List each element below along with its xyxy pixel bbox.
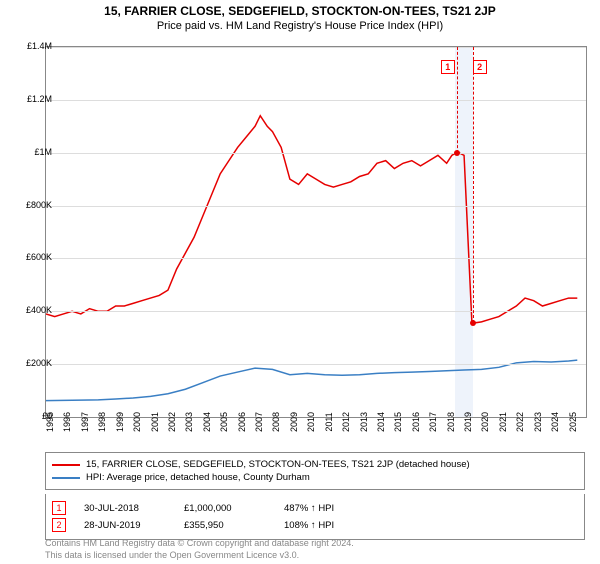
xtick-label: 2003 — [184, 412, 194, 432]
xtick-label: 2022 — [515, 412, 525, 432]
legend-line-swatch — [52, 464, 80, 466]
xtick-label: 2001 — [150, 412, 160, 432]
gridline-h — [46, 258, 586, 259]
xtick-label: 2019 — [463, 412, 473, 432]
xtick-label: 2010 — [306, 412, 316, 432]
ytick-label: £1.4M — [27, 41, 52, 51]
ytick-label: £1.2M — [27, 94, 52, 104]
legend-sale-pct: 487% ↑ HPI — [284, 503, 384, 514]
legend-series-label: HPI: Average price, detached house, Coun… — [86, 472, 310, 483]
xtick-label: 2007 — [254, 412, 264, 432]
xtick-label: 2000 — [132, 412, 142, 432]
ytick-label: £400K — [26, 305, 52, 315]
xtick-label: 2017 — [428, 412, 438, 432]
xtick-label: 2008 — [271, 412, 281, 432]
gridline-h — [46, 206, 586, 207]
series-hpi — [46, 360, 577, 400]
xtick-label: 2006 — [237, 412, 247, 432]
xtick-label: 2011 — [324, 412, 334, 431]
xtick-label: 2012 — [341, 412, 351, 432]
chart-subtitle: Price paid vs. HM Land Registry's House … — [0, 20, 600, 32]
xtick-label: 2021 — [498, 412, 508, 432]
ytick-label: £800K — [26, 200, 52, 210]
xtick-label: 2025 — [568, 412, 578, 432]
xtick-label: 2020 — [480, 412, 490, 432]
xtick-label: 2024 — [550, 412, 560, 432]
xtick-label: 1996 — [62, 412, 72, 432]
legend-line-swatch — [52, 477, 80, 479]
legend-sale-date: 30-JUL-2018 — [84, 503, 184, 514]
legend-sale-price: £355,950 — [184, 520, 284, 531]
marker-dot-2 — [470, 320, 476, 326]
xtick-label: 1995 — [45, 412, 55, 432]
xtick-label: 2004 — [202, 412, 212, 432]
legend-sale-date: 28-JUN-2019 — [84, 520, 184, 531]
xtick-label: 2013 — [359, 412, 369, 432]
legend-series-row: 15, FARRIER CLOSE, SEDGEFIELD, STOCKTON-… — [52, 459, 578, 470]
legend-sale-price: £1,000,000 — [184, 503, 284, 514]
gridline-h — [46, 153, 586, 154]
ytick-label: £600K — [26, 252, 52, 262]
legend-sale-marker: 1 — [52, 501, 66, 515]
legend-sale-pct: 108% ↑ HPI — [284, 520, 384, 531]
legend-series-label: 15, FARRIER CLOSE, SEDGEFIELD, STOCKTON-… — [86, 459, 470, 470]
footer-text: Contains HM Land Registry data © Crown c… — [45, 538, 354, 561]
xtick-label: 1997 — [80, 412, 90, 432]
ytick-label: £1M — [34, 147, 52, 157]
xtick-label: 2014 — [376, 412, 386, 432]
plot-area — [45, 46, 587, 418]
xtick-label: 2016 — [411, 412, 421, 432]
gridline-h — [46, 100, 586, 101]
marker-label-2: 2 — [473, 60, 487, 74]
chart-svg — [46, 47, 586, 417]
legend-series-row: HPI: Average price, detached house, Coun… — [52, 472, 578, 483]
xtick-label: 2023 — [533, 412, 543, 432]
legend-sale-row: 1 30-JUL-2018£1,000,000487% ↑ HPI — [52, 501, 578, 515]
ytick-label: £200K — [26, 358, 52, 368]
footer-line1: Contains HM Land Registry data © Crown c… — [45, 538, 354, 550]
legend-sale-marker: 2 — [52, 518, 66, 532]
xtick-label: 2015 — [393, 412, 403, 432]
legend-sales-box: 1 30-JUL-2018£1,000,000487% ↑ HPI 2 28-JUN-… — [45, 494, 585, 540]
legend-series-box: 15, FARRIER CLOSE, SEDGEFIELD, STOCKTON-… — [45, 452, 585, 490]
xtick-label: 2005 — [219, 412, 229, 432]
xtick-label: 2002 — [167, 412, 177, 432]
series-price_paid — [46, 116, 577, 323]
marker-label-1: 1 — [441, 60, 455, 74]
gridline-h — [46, 364, 586, 365]
chart-title: 15, FARRIER CLOSE, SEDGEFIELD, STOCKTON-… — [0, 4, 600, 18]
marker-dot-1 — [454, 150, 460, 156]
xtick-label: 2018 — [446, 412, 456, 432]
marker-dash-1 — [457, 47, 458, 153]
gridline-h — [46, 47, 586, 48]
gridline-h — [46, 311, 586, 312]
legend-sale-row: 2 28-JUN-2019£355,950108% ↑ HPI — [52, 518, 578, 532]
xtick-label: 2009 — [289, 412, 299, 432]
xtick-label: 1999 — [115, 412, 125, 432]
xtick-label: 1998 — [97, 412, 107, 432]
marker-dash-2 — [473, 47, 474, 323]
